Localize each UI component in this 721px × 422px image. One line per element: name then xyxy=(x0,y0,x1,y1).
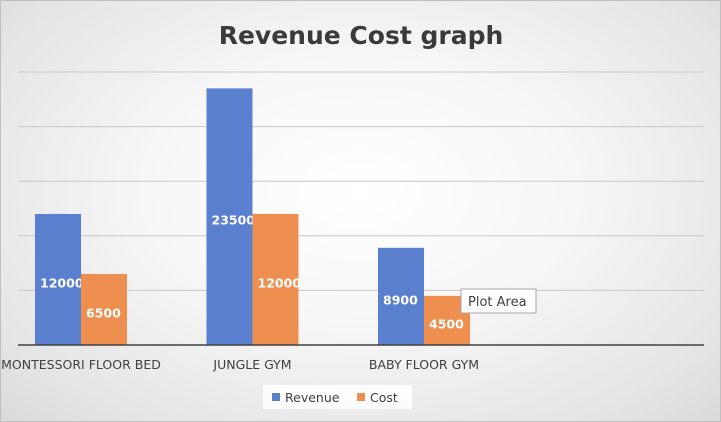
category-labels: MONTESSORI FLOOR BED JUNGLE GYM BABY FLOOR… xyxy=(1,357,479,372)
legend-label-revenue: Revenue xyxy=(285,390,340,405)
chart-title: Revenue Cost graph xyxy=(219,21,504,50)
category-label: JUNGLE GYM xyxy=(212,357,291,372)
legend[interactable]: Revenue Cost xyxy=(263,385,412,409)
legend-box xyxy=(263,385,412,409)
plot-area-tooltip: Plot Area xyxy=(460,288,537,314)
bar-revenue[interactable] xyxy=(35,213,81,345)
data-label: 8900 xyxy=(383,292,418,307)
category-label: MONTESSORI FLOOR BED xyxy=(1,357,161,372)
legend-label-cost: Cost xyxy=(370,390,398,405)
legend-swatch-cost xyxy=(357,393,365,401)
tooltip-text: Plot Area xyxy=(468,295,527,310)
tooltip-box xyxy=(460,288,537,314)
data-label: 6500 xyxy=(86,306,121,321)
category-label: BABY FLOOR GYM xyxy=(369,357,479,372)
bar-revenue[interactable] xyxy=(378,247,424,345)
data-label: 23500 xyxy=(212,213,256,228)
gridlines xyxy=(18,71,704,291)
data-label: 12000 xyxy=(40,275,84,290)
data-label: 12000 xyxy=(258,275,302,290)
bar-cost[interactable] xyxy=(81,274,127,345)
bar-revenue[interactable] xyxy=(206,88,253,345)
legend-swatch-revenue xyxy=(272,393,280,401)
data-label: 4500 xyxy=(429,316,464,331)
bars: 12000 6500 23500 12000 8900 4500 xyxy=(35,88,470,345)
bar-cost[interactable] xyxy=(252,213,299,345)
